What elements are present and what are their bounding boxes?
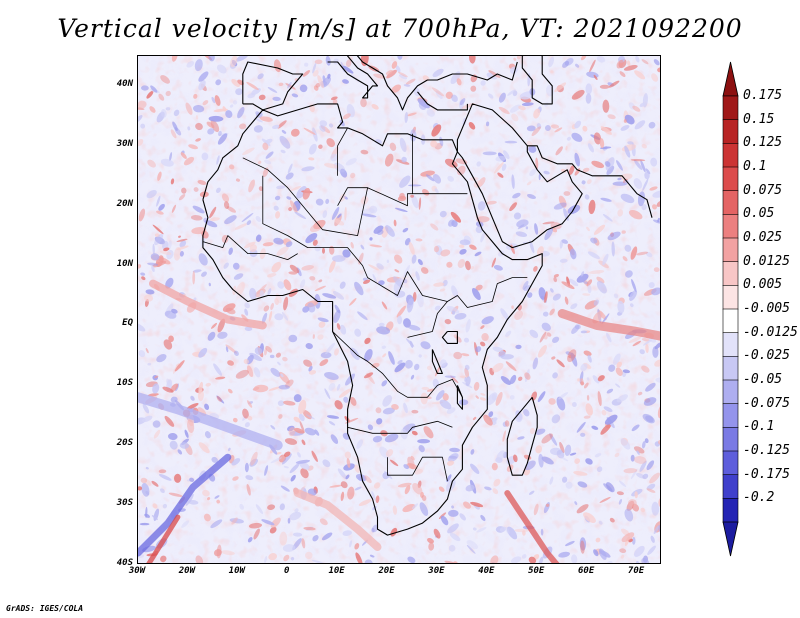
colorbar-label: -0.0125 — [743, 324, 798, 340]
colorbar-swatch — [722, 356, 739, 381]
colorbar-top-triangle — [722, 61, 739, 97]
lat-tick-label: 40N — [116, 78, 133, 89]
colorbar-swatch — [722, 214, 739, 239]
colorbar-swatch — [722, 261, 739, 286]
map-panel[interactable] — [137, 55, 661, 564]
coastline-lake-victoria — [441, 330, 458, 344]
lon-tick-label: 20W — [178, 566, 196, 576]
colorbar-bottom-triangle — [722, 521, 739, 557]
country-border — [202, 235, 298, 261]
country-border — [337, 187, 368, 206]
lon-tick-label: 0 — [283, 566, 290, 576]
country-border — [407, 301, 448, 338]
colorbar-swatch — [722, 379, 739, 405]
coastline-madagascar — [506, 396, 538, 476]
lon-tick-label: 30E — [428, 566, 445, 576]
colorbar-label: 0.15 — [743, 111, 775, 127]
country-border — [387, 456, 448, 482]
lon-tick-label: 70E — [627, 566, 645, 576]
colorbar-swatch — [722, 237, 739, 263]
colorbar-label: -0.075 — [743, 395, 790, 411]
coastline-italy — [327, 56, 379, 99]
colorbar-label: 0.025 — [743, 230, 783, 245]
colorbar-swatch — [722, 119, 739, 144]
colorbar-swatch — [722, 190, 739, 215]
lon-tick-label: 10E — [328, 566, 345, 576]
colorbar-swatch — [722, 450, 739, 476]
lon-tick-label: 30W — [128, 566, 146, 576]
colorbar-label: 0.175 — [743, 88, 783, 103]
lon-tick-label: 20E — [378, 566, 395, 576]
lat-tick-label: 20N — [116, 198, 133, 209]
colorbar-label: -0.025 — [743, 348, 790, 364]
colorbar-label: 0.1 — [743, 159, 767, 174]
coastline-lake-malawi — [456, 385, 463, 410]
coastline-persian — [527, 145, 653, 218]
lat-tick-label: 10S — [116, 378, 133, 389]
lon-tick-label: 40E — [478, 566, 495, 576]
colorbar-label: -0.05 — [743, 372, 783, 387]
colorbar-swatch — [722, 308, 739, 334]
colorbar-swatch — [722, 95, 739, 121]
colorbar-label: -0.175 — [743, 466, 790, 482]
colorbar-label: 0.0125 — [743, 253, 790, 269]
country-border — [262, 175, 528, 308]
lon-tick-label: 10W — [228, 566, 245, 576]
colorbar-label: 0.005 — [743, 277, 783, 293]
colorbar-swatch — [722, 498, 739, 523]
country-border — [337, 127, 348, 176]
country-border — [347, 420, 453, 434]
coastline-turkey-south — [417, 91, 468, 111]
colorbar-swatch — [722, 143, 739, 168]
coastline-caspian — [521, 56, 553, 105]
country-border — [242, 157, 468, 237]
colorbar-label: -0.005 — [743, 301, 790, 316]
lat-tick-label: EQ — [122, 318, 133, 329]
lat-tick-label: 30S — [116, 498, 133, 509]
lat-tick-label: 20S — [116, 438, 133, 449]
colorbar-swatch — [722, 166, 739, 192]
chart-title: Vertical velocity [m/s] at 700hPa, VT: 2… — [57, 14, 743, 43]
coastline-arabia — [456, 103, 583, 249]
colorbar-label: -0.125 — [743, 443, 790, 458]
colorbar-label: -0.2 — [743, 490, 775, 506]
lon-tick-label: 60E — [578, 566, 595, 576]
grads-credit: GrADS: IGES/COLA — [6, 604, 84, 613]
lat-tick-label: 30N — [116, 138, 133, 149]
colorbar-swatch — [722, 403, 739, 428]
colorbar-label: -0.1 — [743, 419, 775, 435]
lat-tick-label: 10N — [116, 258, 133, 269]
vertical-velocity-field — [138, 56, 660, 563]
coastline-lake-tanganyika — [431, 349, 443, 374]
coastline-iberia — [242, 61, 304, 111]
colorbar-label: 0.125 — [743, 135, 783, 151]
colorbar-swatch — [722, 474, 739, 499]
colorbar-label: 0.075 — [743, 182, 783, 198]
lat-tick-label: 40S — [116, 558, 133, 568]
colorbar-label: 0.05 — [743, 206, 775, 222]
colorbar-swatch — [722, 427, 739, 452]
coastline-africa — [202, 103, 543, 536]
coastline-balkans-turkey — [356, 56, 518, 111]
colorbar-swatch — [722, 285, 739, 310]
lon-tick-label: 50E — [528, 566, 545, 576]
colorbar-swatch — [722, 332, 739, 357]
country-border — [332, 331, 463, 398]
